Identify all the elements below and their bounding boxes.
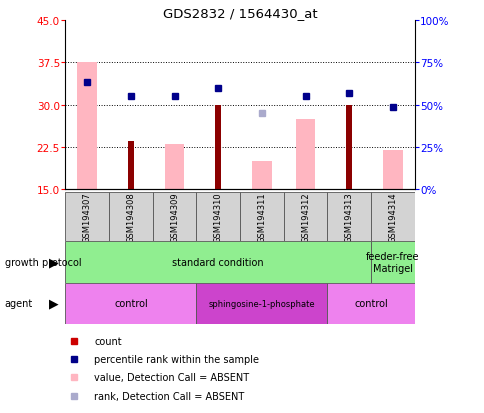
Text: ▶: ▶ (48, 297, 58, 310)
Bar (370, 242, 414, 283)
Text: GSM194314: GSM194314 (388, 192, 396, 242)
Text: GSM194313: GSM194313 (344, 192, 353, 242)
Bar (65, 192, 109, 242)
Text: agent: agent (5, 299, 33, 309)
Text: GSM194311: GSM194311 (257, 192, 266, 242)
Bar (283, 192, 327, 242)
Text: rank, Detection Call = ABSENT: rank, Detection Call = ABSENT (94, 391, 244, 401)
Text: sphingosine-1-phosphate: sphingosine-1-phosphate (208, 299, 315, 308)
Text: standard condition: standard condition (172, 257, 263, 267)
Text: control: control (353, 299, 387, 309)
Text: GSM194309: GSM194309 (170, 192, 179, 242)
Bar (215, 105, 221, 190)
Bar (327, 192, 370, 242)
Text: GSM194310: GSM194310 (213, 192, 222, 242)
Bar (196, 283, 327, 324)
Bar (128, 142, 134, 190)
Bar (152, 192, 196, 242)
Bar (327, 283, 414, 324)
Text: GSM194312: GSM194312 (301, 192, 309, 242)
Bar (346, 105, 351, 190)
Bar (65, 242, 370, 283)
Bar (382, 150, 402, 190)
Text: ▶: ▶ (48, 256, 58, 269)
Text: value, Detection Call = ABSENT: value, Detection Call = ABSENT (94, 373, 249, 382)
Bar (109, 192, 152, 242)
Bar (77, 63, 97, 190)
Text: percentile rank within the sample: percentile rank within the sample (94, 354, 259, 364)
Bar (295, 119, 315, 190)
Bar (240, 192, 283, 242)
Text: growth protocol: growth protocol (5, 257, 81, 267)
Text: count: count (94, 336, 121, 346)
Title: GDS2832 / 1564430_at: GDS2832 / 1564430_at (163, 7, 317, 19)
Bar (165, 145, 184, 190)
Bar (370, 192, 414, 242)
Bar (196, 192, 240, 242)
Bar (65, 283, 196, 324)
Text: GSM194307: GSM194307 (83, 192, 91, 242)
Bar (252, 162, 271, 190)
Text: control: control (114, 299, 148, 309)
Text: feeder-free
Matrigel: feeder-free Matrigel (365, 252, 419, 273)
Text: GSM194308: GSM194308 (126, 192, 135, 242)
